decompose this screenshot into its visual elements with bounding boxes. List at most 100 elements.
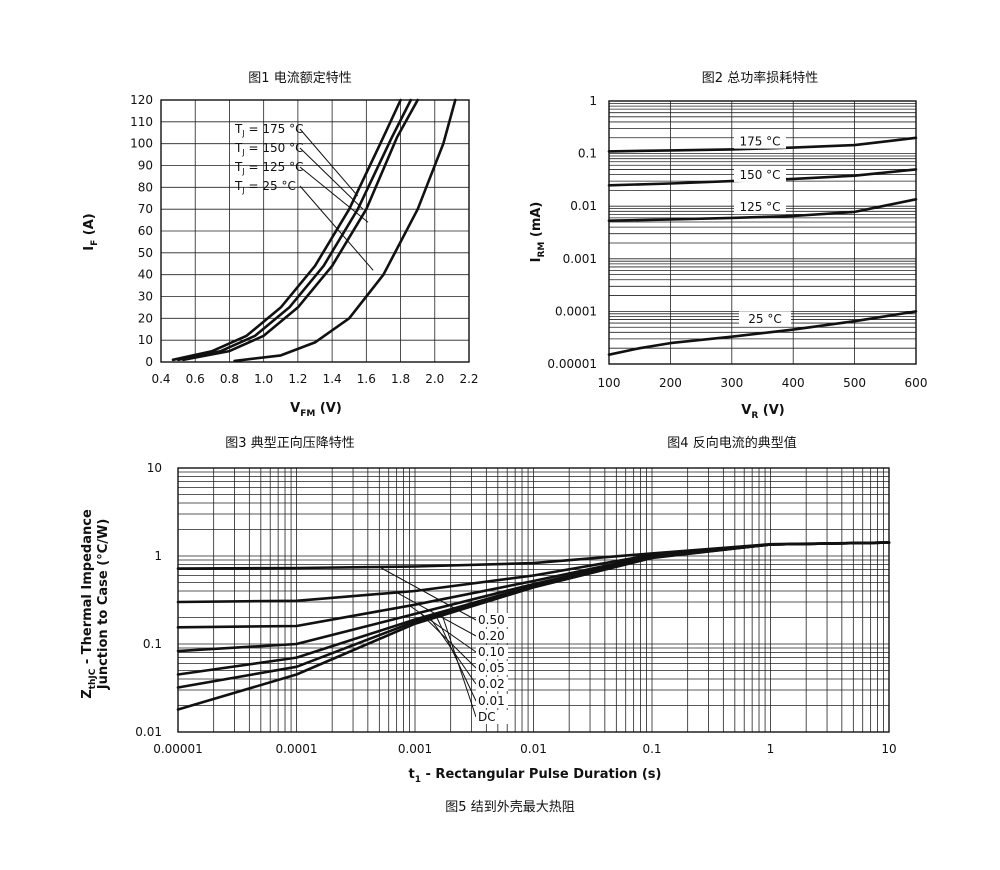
- fig1-y-tick-label: 20: [138, 311, 153, 325]
- fig1-y-tick-label: 30: [138, 290, 153, 304]
- fig5-frame: [177, 467, 890, 733]
- fig5-x-tick-label: 1: [767, 742, 775, 756]
- fig1-leader-line: [299, 147, 364, 210]
- fig2-label-bg: [734, 166, 786, 182]
- reverse-current-chart: 100 200 300 400 500 600 0.00001 0.0001 0.001 0.01…: [529, 94, 927, 421]
- fig5-series-label: 0.02: [478, 677, 505, 691]
- fig5-series-label: DC: [478, 710, 496, 724]
- fig1-series-line: [181, 98, 419, 362]
- fig2-y-tick-label: 0.0001: [555, 304, 597, 318]
- fig1-leader-line: [299, 128, 359, 197]
- fig1-series-line: [176, 98, 413, 362]
- fig2-y-tick-label: 1: [589, 94, 597, 108]
- fig1-x-tick-label: 0.8: [220, 372, 239, 386]
- fig2-x-tick-label: 600: [905, 376, 928, 390]
- fig2-x-tick-label: 200: [659, 376, 682, 390]
- fig2-frame: [608, 100, 917, 365]
- fig5-label-bg: [476, 629, 508, 643]
- fig1-x-tick-label: 2.0: [425, 372, 444, 386]
- fig1-y-tick-label: 70: [138, 202, 153, 216]
- fig2-y-tick-label: 0.00001: [547, 357, 597, 371]
- fig1-series-label: TJ = 175 °C: [234, 122, 303, 138]
- fig5-series-line: [176, 541, 891, 711]
- fig1-y-tick-label: 120: [130, 93, 153, 107]
- fig1-leader-line: [299, 185, 374, 271]
- fig1-y-tick-label: 90: [138, 159, 153, 173]
- fig1-frame: [160, 99, 470, 363]
- fig5-series-label: 0.01: [478, 694, 505, 708]
- fig1-series-line: [233, 98, 457, 363]
- fig5-label-bg: [476, 710, 508, 724]
- fig1-x-tick-label: 1.4: [323, 372, 342, 386]
- fig5-label-bg: [476, 694, 508, 708]
- fig3-caption: 图3 典型正向压降特性: [225, 435, 354, 451]
- fig1-x-tick-label: 0.6: [186, 372, 205, 386]
- fig2-series-line: [607, 310, 918, 356]
- fig5-label-bg: [476, 613, 508, 627]
- fig1-y-tick-label: 10: [138, 333, 153, 347]
- fig5-x-tick-label: 0.001: [398, 742, 432, 756]
- fig2-series-line: [607, 198, 918, 222]
- fig5-y-tick-label: 10: [147, 461, 162, 475]
- fig5-leader-line: [435, 615, 477, 702]
- fig2-x-axis-label: VR (V): [741, 403, 784, 421]
- fig1-x-tick-label: 1.8: [391, 372, 410, 386]
- fig5-label-bg: [476, 677, 508, 691]
- fig2-series-label: 125 °C: [739, 200, 780, 214]
- fig1-y-tick-label: 100: [130, 137, 153, 151]
- fig5-x-tick-label: 10: [881, 742, 896, 756]
- fig5-series-label: 0.20: [478, 629, 505, 643]
- fig1-x-tick-label: 1.6: [357, 372, 376, 386]
- fig2-caption: 图2 总功率损耗特性: [702, 70, 818, 86]
- forward-current-chart: 0.4 0.6 0.8 1.0 1.2 1.4 1.6 1.8 2.0 2.2 0 10 20 30 40 5…: [82, 93, 479, 419]
- fig1-caption: 图1 电流额定特性: [248, 71, 351, 86]
- fig1-x-tick-label: 1.2: [288, 372, 307, 386]
- fig2-y-axis-label: IRM (mA): [529, 202, 547, 263]
- fig1-y-tick-label: 40: [138, 268, 153, 282]
- fig5-series-label: 0.10: [478, 645, 505, 659]
- fig1-y-tick-label: 50: [138, 246, 153, 260]
- fig1-y-tick-label: 60: [138, 224, 153, 238]
- fig2-series-label: 25 °C: [748, 312, 781, 326]
- fig5-y-tick-label: 1: [154, 549, 162, 563]
- fig2-x-tick-label: 100: [598, 376, 621, 390]
- fig2-x-tick-label: 400: [782, 376, 805, 390]
- fig4-caption: 图4 反向电流的典型值: [667, 435, 796, 451]
- fig2-y-tick-label: 0.1: [578, 147, 597, 161]
- fig2-x-tick-label: 500: [843, 376, 866, 390]
- fig1-series-label: TJ = 25 °C: [234, 179, 296, 195]
- fig5-x-tick-label: 0.01: [520, 742, 547, 756]
- fig2-label-bg: [739, 311, 791, 327]
- fig2-label-bg: [734, 199, 786, 215]
- fig5-x-tick-label: 0.0001: [276, 742, 318, 756]
- fig5-y-axis-label-line2: Junction to Case (°C/W): [96, 519, 111, 691]
- fig2-y-tick-label: 0.001: [563, 252, 597, 266]
- fig1-series-label: TJ = 125 °C: [234, 160, 303, 176]
- fig1-y-tick-label: 110: [130, 115, 153, 129]
- fig5-y-axis-label: ZthJC - Thermal Impedance: [80, 509, 98, 699]
- thermal-impedance-chart: 0.00001 0.0001 0.001 0.01 0.1 1 10 0.01 0.1 1 10 t1…: [80, 461, 897, 785]
- fig5-caption: 图5 结到外壳最大热阻: [445, 800, 574, 815]
- fig5-series-label: 0.50: [478, 613, 505, 627]
- fig5-series-label: 0.05: [478, 661, 505, 675]
- fig1-y-tick-label: 80: [138, 180, 153, 194]
- fig1-x-axis-label: VFM (V): [290, 401, 342, 419]
- fig2-x-tick-label: 300: [720, 376, 743, 390]
- fig1-leader-line: [299, 166, 369, 223]
- fig5-label-bg: [476, 661, 508, 675]
- fig2-series-label: 150 °C: [739, 168, 780, 182]
- fig5-x-tick-label: 0.1: [642, 742, 661, 756]
- fig2-y-tick-label: 0.01: [570, 199, 597, 213]
- fig5-leader-line: [441, 615, 477, 718]
- fig1-series-line: [171, 98, 402, 362]
- fig1-x-tick-label: 2.2: [459, 372, 478, 386]
- fig5-x-tick-label: 0.00001: [153, 742, 203, 756]
- fig2-label-bg: [734, 133, 786, 149]
- fig5-y-tick-label: 0.01: [135, 725, 162, 739]
- fig5-label-bg: [476, 645, 508, 659]
- fig2-series-label: 175 °C: [739, 135, 780, 149]
- fig5-x-axis-label: t1 - Rectangular Pulse Duration (s): [409, 767, 662, 785]
- fig1-x-tick-label: 1.0: [254, 372, 273, 386]
- fig1-series-label: TJ = 150 °C: [234, 141, 303, 157]
